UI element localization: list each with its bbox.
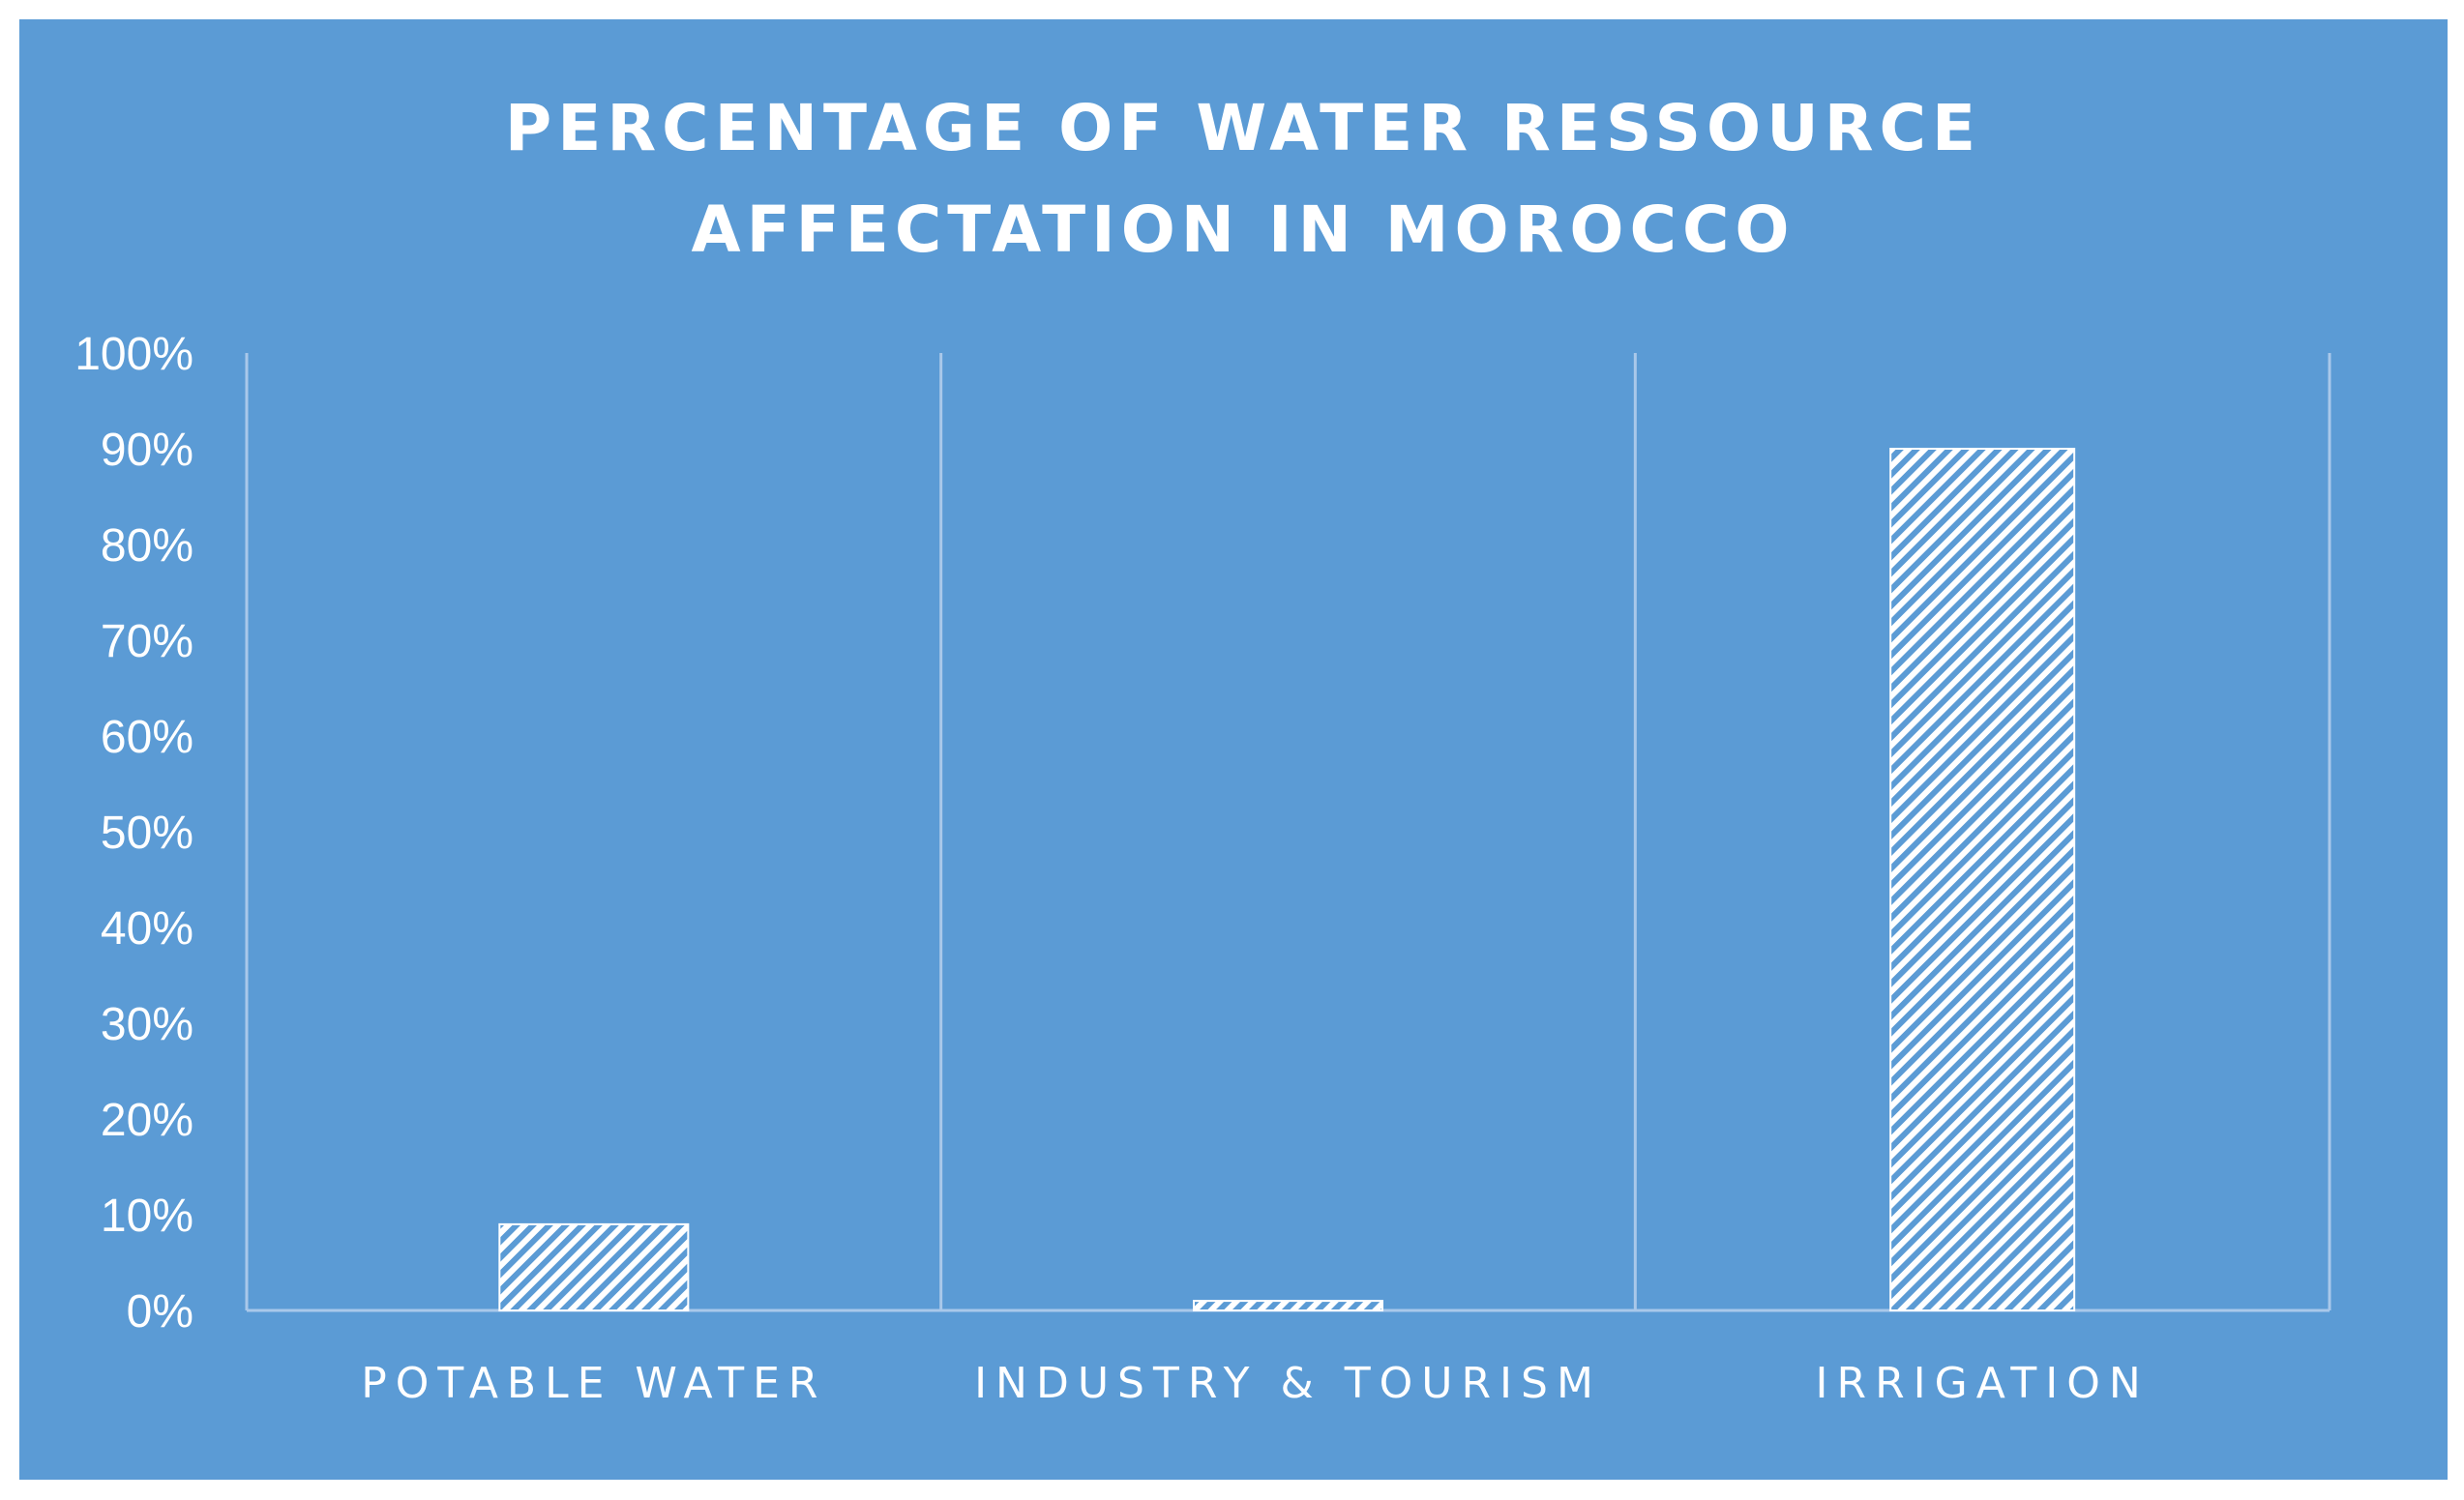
chart-title: PERCENTAGE OF WATER RESSOURCE AFFECTATIO…: [505, 91, 1981, 267]
y-tick-label: 40%: [101, 903, 193, 955]
x-axis-ticks: POTABLE WATER INDUSTRY & TOURISM IRRIGATIO…: [361, 1359, 2150, 1408]
chart-area: PERCENTAGE OF WATER RESSOURCE AFFECTATIO…: [19, 19, 2448, 1480]
y-tick-label: 10%: [101, 1191, 193, 1242]
y-tick-label: 60%: [101, 712, 193, 763]
chart-svg: PERCENTAGE OF WATER RESSOURCE AFFECTATIO…: [74, 91, 2331, 1408]
y-tick-label: 100%: [74, 329, 193, 380]
bar-industry-tourism: [1193, 1300, 1383, 1311]
y-axis-ticks: 0% 10% 20% 30% 40% 50% 60% 70% 80% 90% 100%: [74, 329, 193, 1338]
y-tick-label: 0%: [127, 1286, 193, 1338]
x-tick-label: IRRIGATION: [1816, 1359, 2150, 1408]
chart-title-line-1: PERCENTAGE OF WATER RESSOURCE: [505, 91, 1981, 165]
chart-title-line-2: AFFECTATION IN MOROCCO: [692, 192, 1796, 267]
bar-irrigation: [1889, 448, 2076, 1311]
y-tick-label: 30%: [101, 999, 193, 1050]
y-tick-label: 20%: [101, 1095, 193, 1146]
y-tick-label: 50%: [101, 808, 193, 859]
x-tick-label: INDUSTRY & TOURISM: [974, 1359, 1602, 1408]
y-tick-label: 70%: [101, 616, 193, 667]
bars: [498, 448, 2076, 1312]
y-tick-label: 80%: [101, 520, 193, 572]
bar-potable-water: [498, 1222, 690, 1312]
x-tick-label: POTABLE WATER: [361, 1359, 826, 1408]
y-tick-label: 90%: [101, 425, 193, 476]
